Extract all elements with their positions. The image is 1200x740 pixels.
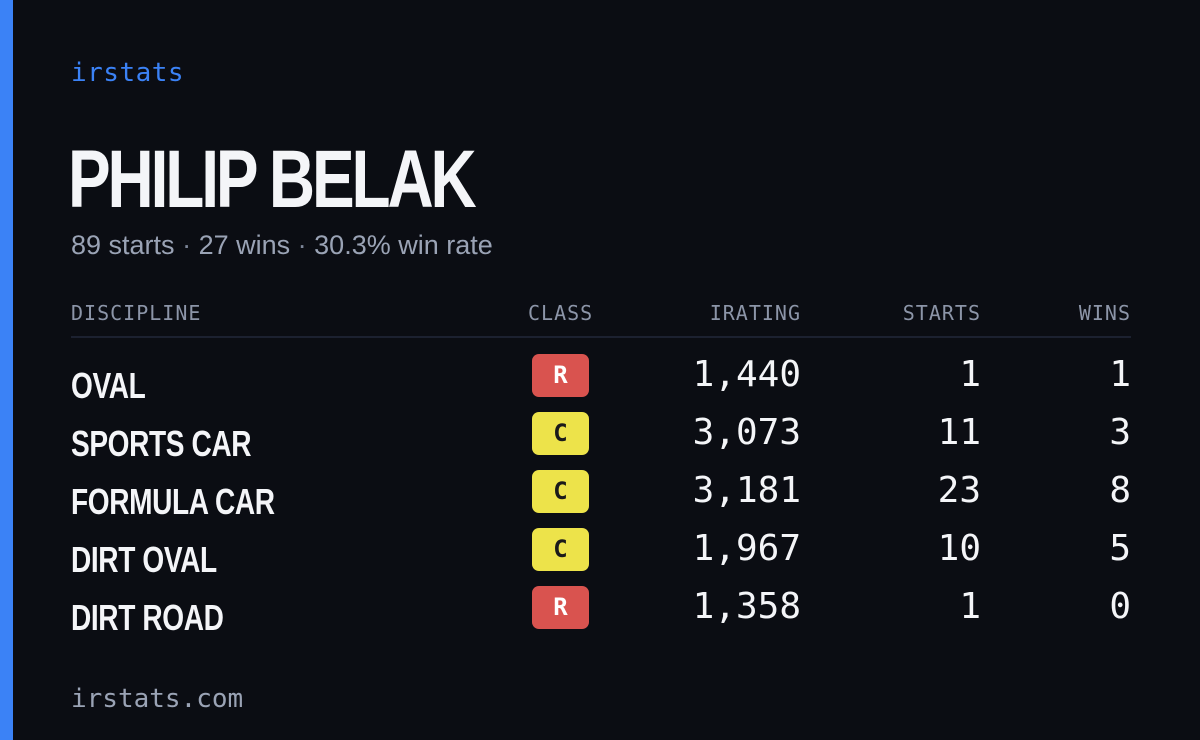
header-discipline: DISCIPLINE	[71, 301, 202, 325]
footer-url[interactable]: irstats.com	[71, 684, 244, 714]
discipline-name: SPORTS CAR	[71, 423, 252, 464]
header-starts: STARTS	[902, 301, 981, 325]
table-row: SPORTS CAR C 3,073 11 3	[71, 410, 1131, 468]
summary-separator: ·	[182, 230, 192, 260]
win-rate-summary: 30.3% win rate	[314, 230, 493, 260]
table-row: DIRT OVAL C 1,967 10 5	[71, 526, 1131, 584]
class-badge: C	[532, 412, 589, 455]
table-row: OVAL R 1,440 1 1	[71, 352, 1131, 410]
class-badge: C	[532, 528, 589, 571]
irating-value: 1,967	[692, 528, 801, 569]
table-row: FORMULA CAR C 3,181 23 8	[71, 468, 1131, 526]
driver-name: PHILIP BELAK	[68, 134, 477, 225]
starts-value: 10	[937, 528, 981, 569]
wins-value: 5	[1109, 528, 1131, 569]
summary-separator: ·	[297, 230, 307, 260]
irating-value: 3,073	[692, 412, 801, 453]
starts-value: 1	[959, 586, 981, 627]
header-irating: IRATING	[709, 301, 801, 325]
accent-bar	[0, 0, 13, 740]
class-badge: R	[532, 586, 589, 629]
irating-value: 1,358	[692, 586, 801, 627]
driver-summary: 89 starts · 27 wins · 30.3% win rate	[71, 228, 493, 262]
discipline-name: DIRT ROAD	[71, 597, 224, 638]
discipline-name: DIRT OVAL	[71, 539, 217, 580]
discipline-name: FORMULA CAR	[71, 481, 275, 522]
header-wins: WINS	[1078, 301, 1131, 325]
discipline-name: OVAL	[71, 365, 146, 406]
class-badge: C	[532, 470, 589, 513]
wins-value: 1	[1109, 354, 1131, 395]
irating-value: 1,440	[692, 354, 801, 395]
table-body: OVAL R 1,440 1 1 SPORTS CAR C 3,073 11 3…	[71, 338, 1131, 642]
wins-value: 0	[1109, 586, 1131, 627]
starts-value: 11	[937, 412, 981, 453]
brand-logo-text: irstats	[71, 58, 185, 88]
irating-value: 3,181	[692, 470, 801, 511]
wins-summary: 27 wins	[198, 230, 291, 260]
table-header: DISCIPLINE CLASS IRATING STARTS WINS	[71, 296, 1131, 338]
starts-value: 1	[959, 354, 981, 395]
wins-value: 3	[1109, 412, 1131, 453]
class-badge: R	[532, 354, 589, 397]
starts-value: 23	[937, 470, 981, 511]
starts-summary: 89 starts	[71, 230, 175, 260]
discipline-table: DISCIPLINE CLASS IRATING STARTS WINS OVA…	[71, 296, 1131, 642]
wins-value: 8	[1109, 470, 1131, 511]
header-class: CLASS	[528, 301, 594, 325]
table-row: DIRT ROAD R 1,358 1 0	[71, 584, 1131, 642]
